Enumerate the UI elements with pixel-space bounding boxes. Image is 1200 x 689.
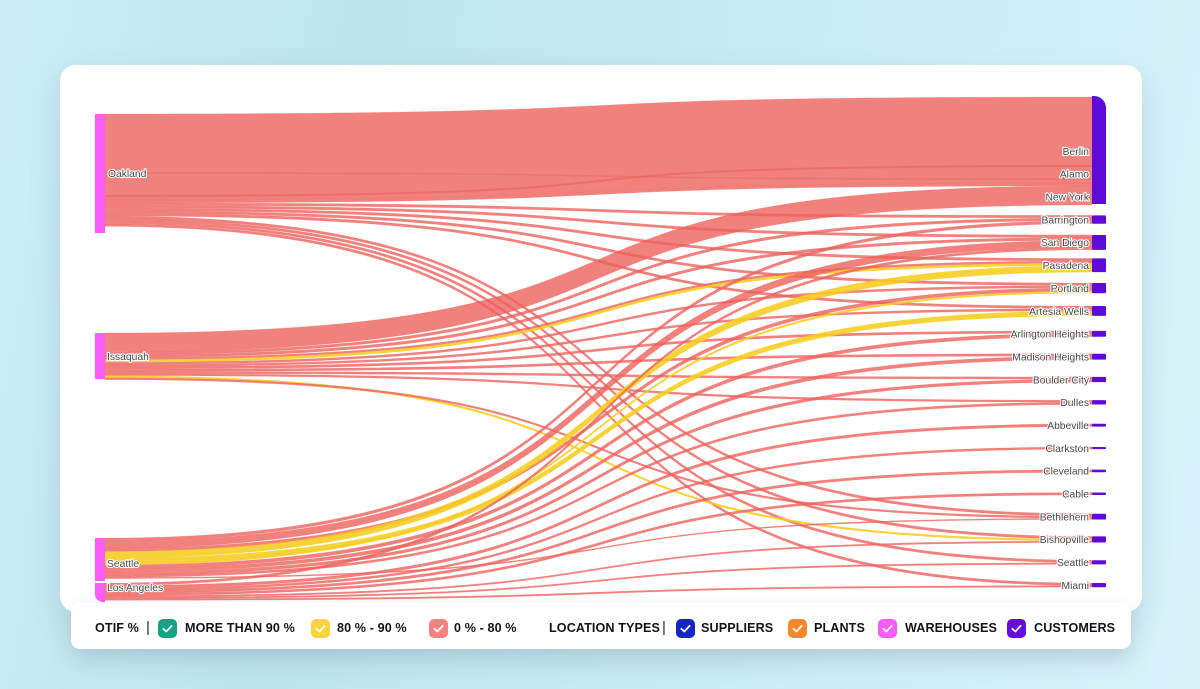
svg-text:Madison Heights: Madison Heights: [1012, 352, 1089, 363]
svg-text:Cleveland: Cleveland: [1043, 467, 1089, 478]
svg-text:Los Angeles: Los Angeles: [107, 583, 163, 594]
svg-text:New York: New York: [1046, 193, 1090, 204]
svg-text:Portland: Portland: [1051, 284, 1090, 295]
svg-text:Miami: Miami: [1062, 581, 1089, 592]
svg-text:Boulder City: Boulder City: [1033, 375, 1090, 386]
svg-text:Arlington Heights: Arlington Heights: [1011, 330, 1089, 341]
svg-text:Bishopville: Bishopville: [1040, 535, 1089, 546]
svg-text:Cable: Cable: [1062, 490, 1089, 501]
svg-text:Seattle: Seattle: [107, 559, 139, 570]
svg-text:Clarkston: Clarkston: [1046, 444, 1090, 455]
svg-text:Seattle: Seattle: [1057, 558, 1089, 569]
svg-text:Abbeville: Abbeville: [1047, 421, 1089, 432]
svg-text:San Diego: San Diego: [1041, 238, 1089, 249]
svg-text:Artesia Wells: Artesia Wells: [1029, 307, 1089, 318]
svg-text:Oakland: Oakland: [108, 169, 147, 180]
svg-text:Bethlehem: Bethlehem: [1040, 512, 1089, 523]
svg-text:Dulles: Dulles: [1060, 398, 1089, 409]
svg-text:Berlin: Berlin: [1063, 147, 1090, 158]
svg-text:Pasadena: Pasadena: [1043, 261, 1090, 272]
svg-text:Barrington: Barrington: [1041, 215, 1089, 226]
svg-text:Issaquah: Issaquah: [107, 352, 149, 363]
svg-text:Alamo: Alamo: [1060, 170, 1089, 181]
